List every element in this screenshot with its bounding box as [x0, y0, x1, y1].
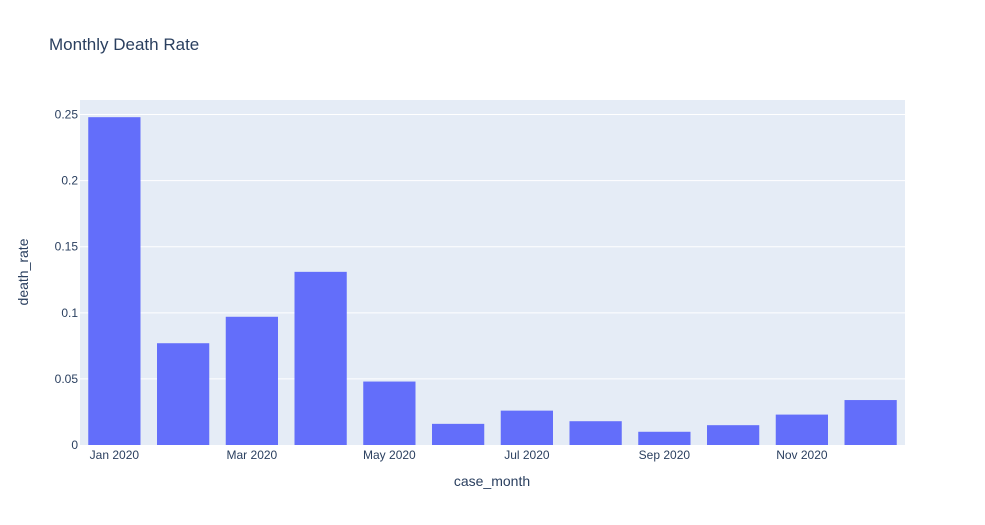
x-axis-ticks: Jan 2020 Mar 2020 May 2020 Jul 2020 Sep 2020…: [90, 448, 828, 462]
y-tick-label: 0.2: [61, 174, 78, 188]
bar-2020-10[interactable]: [707, 425, 760, 445]
bar-2020-08[interactable]: [569, 421, 622, 445]
bar-2020-02[interactable]: [157, 343, 210, 445]
x-tick-label: Jan 2020: [90, 448, 140, 462]
x-tick-label: Sep 2020: [639, 448, 691, 462]
bar-2020-06[interactable]: [432, 423, 485, 445]
bar-2020-04[interactable]: [294, 271, 347, 445]
plot-area: [80, 100, 905, 445]
x-tick-label: Nov 2020: [776, 448, 828, 462]
bar-2020-11[interactable]: [775, 414, 828, 445]
bar-2020-12[interactable]: [844, 400, 897, 445]
x-tick-label: May 2020: [363, 448, 416, 462]
y-axis-ticks: 0 0.05 0.1 0.15 0.2 0.25: [55, 108, 79, 452]
bar-2020-07[interactable]: [500, 410, 553, 445]
gridlines: [80, 114, 905, 380]
y-axis-title: death_rate: [15, 238, 31, 305]
bars: [88, 117, 897, 446]
bar-2020-09[interactable]: [638, 431, 691, 445]
y-tick-label: 0.1: [61, 306, 78, 320]
y-tick-label: 0.05: [55, 372, 79, 386]
y-tick-label: 0.25: [55, 108, 79, 122]
bar-2020-01[interactable]: [88, 117, 141, 446]
y-tick-label: 0: [71, 438, 78, 452]
y-tick-label: 0.15: [55, 240, 79, 254]
chart-title: Monthly Death Rate: [49, 35, 199, 54]
x-tick-label: Jul 2020: [504, 448, 550, 462]
bar-2020-05[interactable]: [363, 381, 416, 445]
x-tick-label: Mar 2020: [227, 448, 278, 462]
bar-2020-03[interactable]: [225, 316, 278, 445]
x-axis-title: case_month: [454, 473, 530, 489]
